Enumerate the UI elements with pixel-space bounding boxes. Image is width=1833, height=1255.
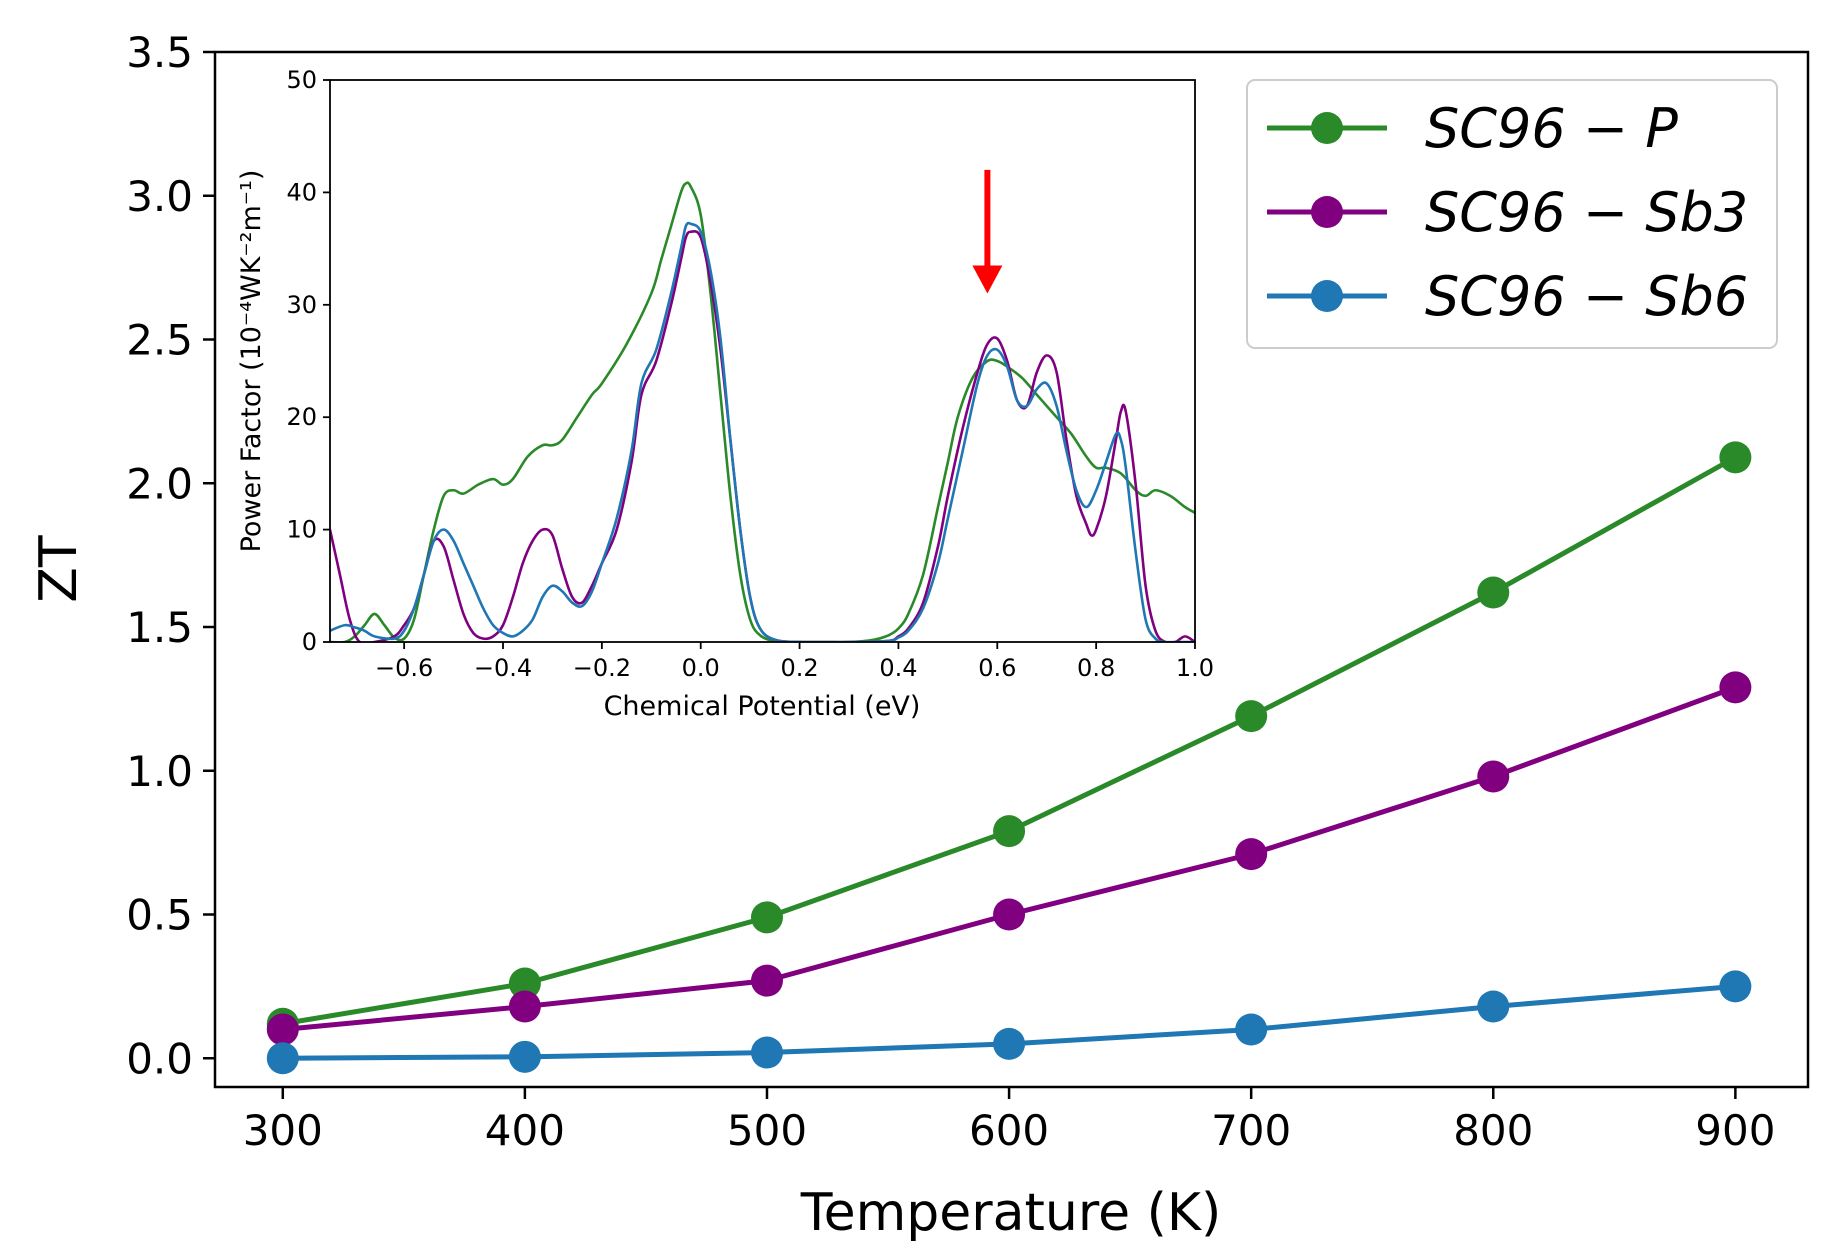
main-x-tick-label: 700 <box>1211 1106 1291 1155</box>
main-x-tick-label: 800 <box>1453 1106 1533 1155</box>
main-point-sb3 <box>1235 838 1268 871</box>
main-point-sb3 <box>750 964 783 997</box>
main-point-sb6 <box>508 1040 541 1073</box>
inset-x-tick-label: 0.6 <box>978 654 1016 682</box>
main-chart: 300 400 500 600 700 800 900 0.00.51.01.52.02.5… <box>29 28 1810 1243</box>
inset-x-tick-label: 0.8 <box>1077 654 1115 682</box>
main-plot-frame <box>213 50 1810 1089</box>
arrow-head <box>972 265 1003 294</box>
main-point-p <box>1477 576 1510 609</box>
inset-y-axis-label: Power Factor (10⁻⁴WK⁻²m⁻¹) <box>236 170 267 553</box>
inset-y-tick-label: 30 <box>286 291 317 319</box>
inset-y-tick-label: 0 <box>302 628 317 656</box>
main-point-sb6 <box>993 1027 1026 1060</box>
main-point-sb3 <box>993 898 1026 931</box>
inset-x-tick-label: 0.0 <box>682 654 720 682</box>
inset-arrow-annotation <box>972 169 1003 294</box>
main-y-tick-label: 3.5 <box>126 28 193 77</box>
main-y-tick-label: 1.5 <box>126 603 193 652</box>
inset-x-tick-label: −0.4 <box>474 654 532 682</box>
main-point-p <box>993 815 1026 848</box>
inset-y-tick-label: 50 <box>286 66 317 94</box>
inset-x-tick-label: 0.4 <box>879 654 917 682</box>
legend-label-p: SC96 − P <box>1425 97 1678 160</box>
main-point-p <box>1235 700 1268 733</box>
main-point-sb6 <box>266 1042 299 1075</box>
legend-items: SC96 − P SC96 − Sb3 SC96 − Sb6 <box>1267 97 1748 328</box>
main-x-tick-label: 400 <box>485 1106 565 1155</box>
legend-marker-sb6 <box>1311 280 1343 312</box>
inset-background <box>330 80 1195 642</box>
legend-label-sb6: SC96 − Sb6 <box>1425 265 1748 328</box>
inset-x-tick-label: 0.2 <box>780 654 818 682</box>
inset-y-tick-label: 40 <box>286 178 317 206</box>
main-point-sb3 <box>266 1013 299 1046</box>
main-point-p <box>508 967 541 1000</box>
main-x-tick-label: 300 <box>243 1106 323 1155</box>
legend: SC96 − P SC96 − Sb3 SC96 − Sb6 <box>1246 79 1778 349</box>
main-y-axis-label: ZT <box>29 535 89 603</box>
main-y-ticks: 0.0 0.5 1.0 1.5 2.0 2.5 3.0 3.5 <box>126 28 215 1083</box>
main-point-sb6 <box>1235 1013 1268 1046</box>
main-x-tick-label: 900 <box>1695 1106 1775 1155</box>
main-point-sb6 <box>1477 990 1510 1023</box>
legend-marker-p <box>1311 112 1343 144</box>
main-point-sb3 <box>1477 760 1510 793</box>
main-point-sb3 <box>1719 671 1752 704</box>
main-y-tick-label: 3.0 <box>126 172 193 221</box>
inset-chart: −0.6 −0.4 −0.2 0.0 0.2 0.4 0.6 0.8 1.0 0 10 20 30 40… <box>236 66 1214 722</box>
main-point-sb3 <box>508 990 541 1023</box>
main-x-axis-label: Temperature (K) <box>800 1183 1222 1243</box>
main-y-tick-label: 0.0 <box>126 1034 193 1083</box>
legend-label-sb3: SC96 − Sb3 <box>1425 181 1748 244</box>
legend-marker-sb3 <box>1311 196 1343 228</box>
main-x-tick-label: 600 <box>969 1106 1049 1155</box>
main-point-p <box>750 901 783 934</box>
inset-x-axis-label: Chemical Potential (eV) <box>604 691 921 722</box>
main-y-tick-label: 0.5 <box>126 891 193 940</box>
main-x-tick-label: 500 <box>727 1106 807 1155</box>
main-y-tick-label: 2.5 <box>126 316 193 365</box>
inset-x-tick-label: −0.2 <box>573 654 631 682</box>
inset-y-tick-label: 10 <box>286 516 317 544</box>
main-point-sb6 <box>1719 970 1752 1003</box>
inset-x-ticks: −0.6 −0.4 −0.2 0.0 0.2 0.4 0.6 0.8 1.0 <box>375 642 1214 682</box>
main-point-sb6 <box>750 1036 783 1069</box>
inset-y-ticks: 0 10 20 30 40 50 <box>286 66 330 656</box>
inset-series-line-sb6 <box>330 221 1195 642</box>
inset-plot-frame <box>329 79 1196 643</box>
legend-box <box>1246 79 1778 349</box>
inset-x-tick-label: −0.6 <box>375 654 433 682</box>
main-point-p <box>1719 441 1752 474</box>
main-x-ticks: 300 400 500 600 700 800 900 <box>243 1087 1775 1155</box>
inset-series-line-p <box>330 181 1195 642</box>
inset-y-tick-label: 20 <box>286 403 317 431</box>
main-y-tick-label: 2.0 <box>126 459 193 508</box>
inset-series-group <box>330 181 1195 642</box>
inset-x-tick-label: 1.0 <box>1176 654 1214 682</box>
main-y-tick-label: 1.0 <box>126 747 193 796</box>
main-series-group <box>266 441 1752 1075</box>
